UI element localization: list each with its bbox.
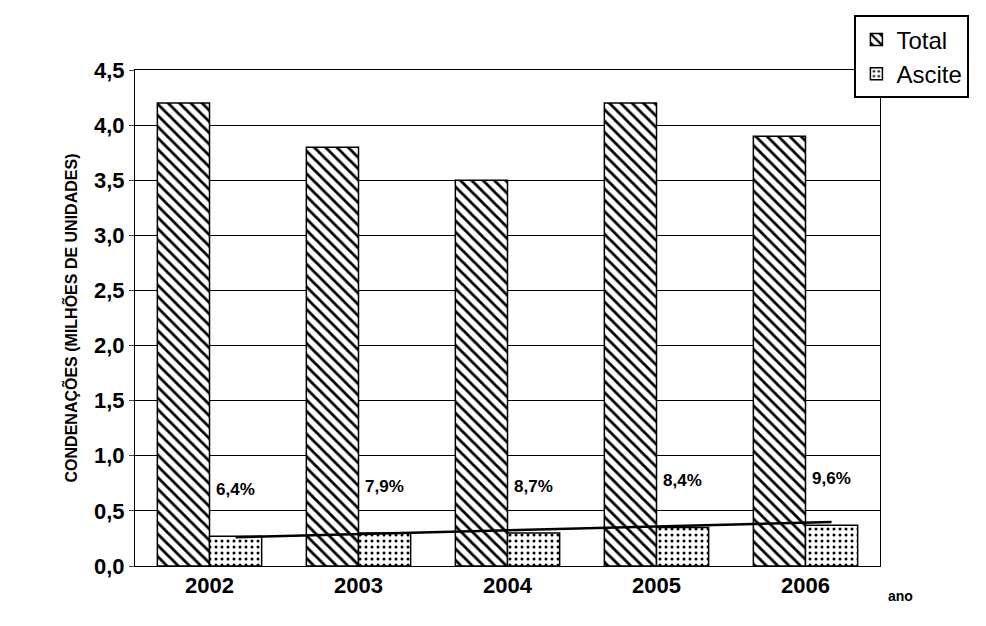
svg-text:3,5: 3,5 <box>94 168 125 193</box>
svg-text:9,6%: 9,6% <box>812 469 851 488</box>
svg-text:4,0: 4,0 <box>94 113 125 138</box>
svg-text:2006: 2006 <box>781 573 830 598</box>
svg-text:ano: ano <box>888 588 913 604</box>
svg-text:2,5: 2,5 <box>94 278 125 303</box>
svg-text:Ascite: Ascite <box>896 61 961 88</box>
svg-text:2003: 2003 <box>334 573 383 598</box>
svg-text:Total: Total <box>896 27 947 54</box>
svg-text:CONDENAÇÕES (MILHÕES DE UNIDAD: CONDENAÇÕES (MILHÕES DE UNIDADES) <box>61 154 80 483</box>
svg-text:1,5: 1,5 <box>94 388 125 413</box>
svg-text:8,7%: 8,7% <box>514 477 553 496</box>
svg-text:0,0: 0,0 <box>94 554 125 579</box>
svg-text:4,5: 4,5 <box>94 58 125 83</box>
svg-text:8,4%: 8,4% <box>663 471 702 490</box>
svg-text:1,0: 1,0 <box>94 443 125 468</box>
svg-text:2002: 2002 <box>185 573 234 598</box>
svg-text:2,0: 2,0 <box>94 333 125 358</box>
svg-text:2004: 2004 <box>483 573 533 598</box>
svg-text:7,9%: 7,9% <box>365 477 404 496</box>
svg-text:6,4%: 6,4% <box>216 480 255 499</box>
svg-text:0,5: 0,5 <box>94 499 125 524</box>
svg-text:3,0: 3,0 <box>94 223 125 248</box>
svg-text:2005: 2005 <box>632 573 681 598</box>
